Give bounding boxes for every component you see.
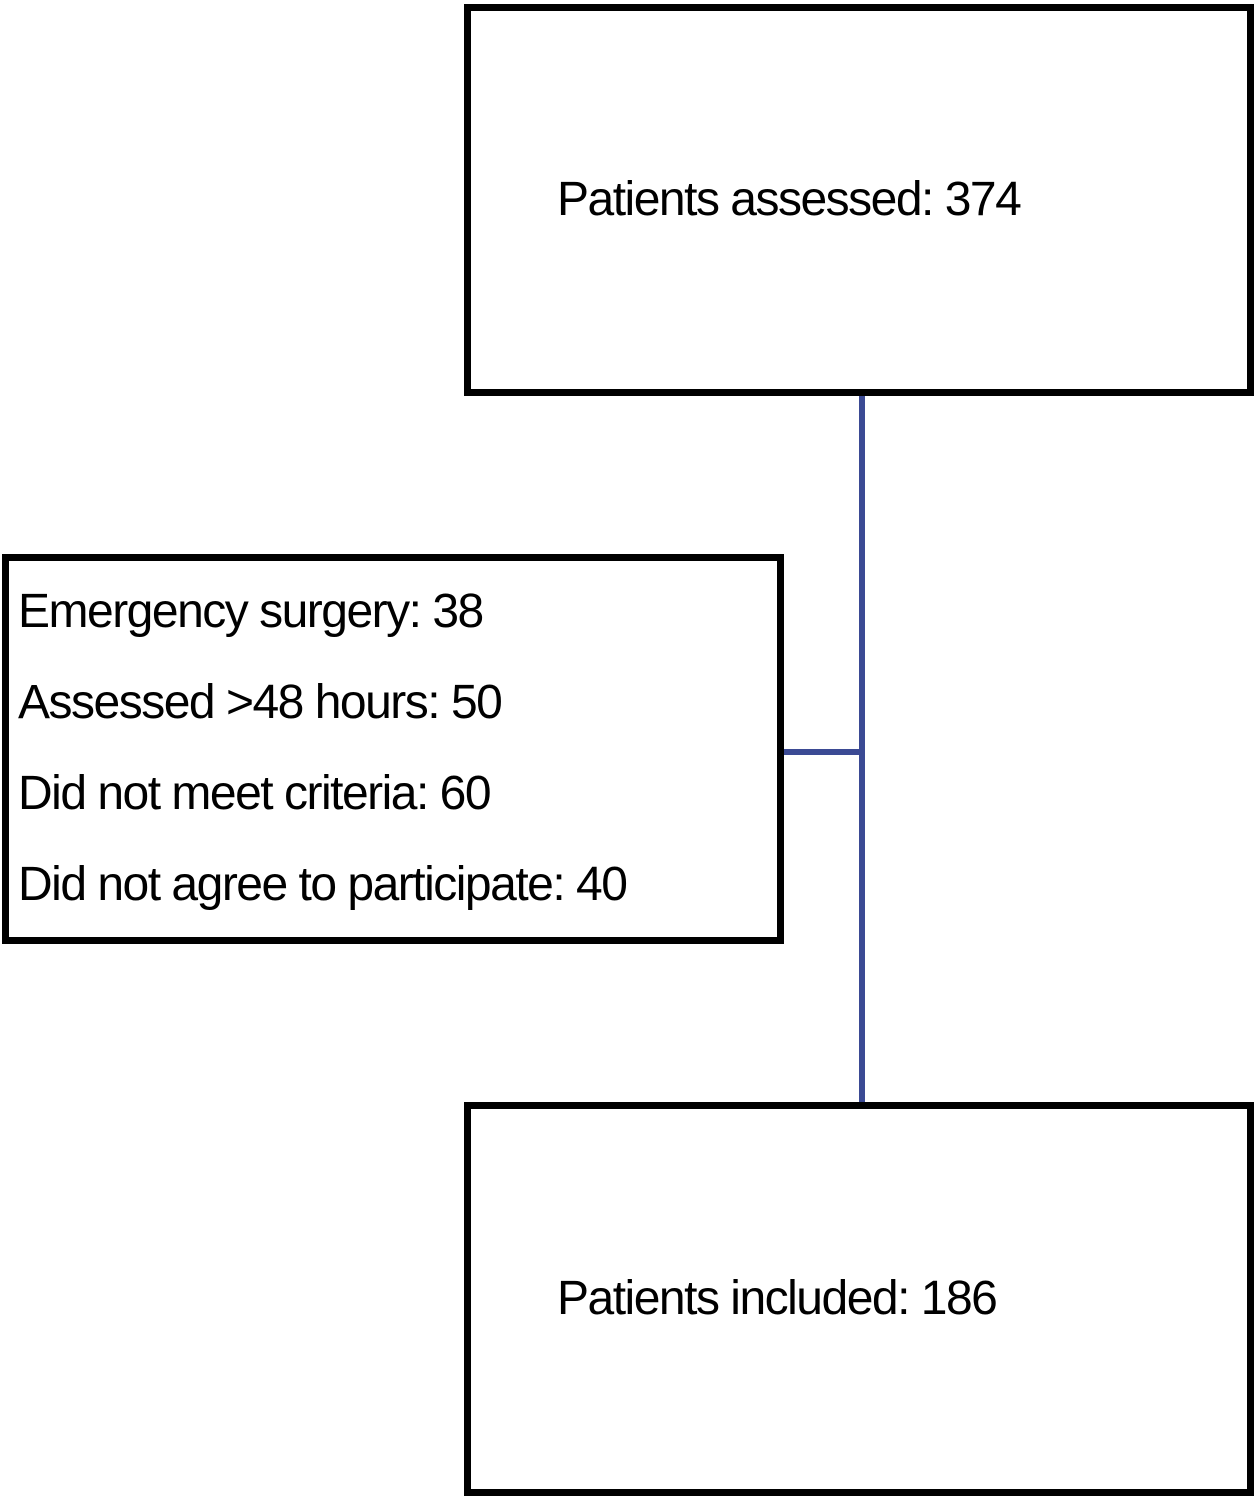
exclusions-box: Emergency surgery: 38 Assessed >48 hours… — [2, 554, 784, 944]
patients-included-label: Patients included: 186 — [557, 1271, 998, 1325]
exclusion-item-no-consent: Did not agree to participate: 40 — [18, 858, 628, 912]
patients-assessed-label: Patients assessed: 374 — [557, 172, 1022, 226]
exclusion-item-criteria-not-met: Did not meet criteria: 60 — [18, 767, 492, 821]
patients-assessed-box: Patients assessed: 374 — [464, 4, 1254, 396]
exclusion-item-emergency-surgery: Emergency surgery: 38 — [18, 585, 484, 639]
connector-horizontal-line — [783, 749, 865, 755]
exclusion-item-assessed-late: Assessed >48 hours: 50 — [18, 676, 503, 730]
patients-included-box: Patients included: 186 — [464, 1102, 1254, 1496]
